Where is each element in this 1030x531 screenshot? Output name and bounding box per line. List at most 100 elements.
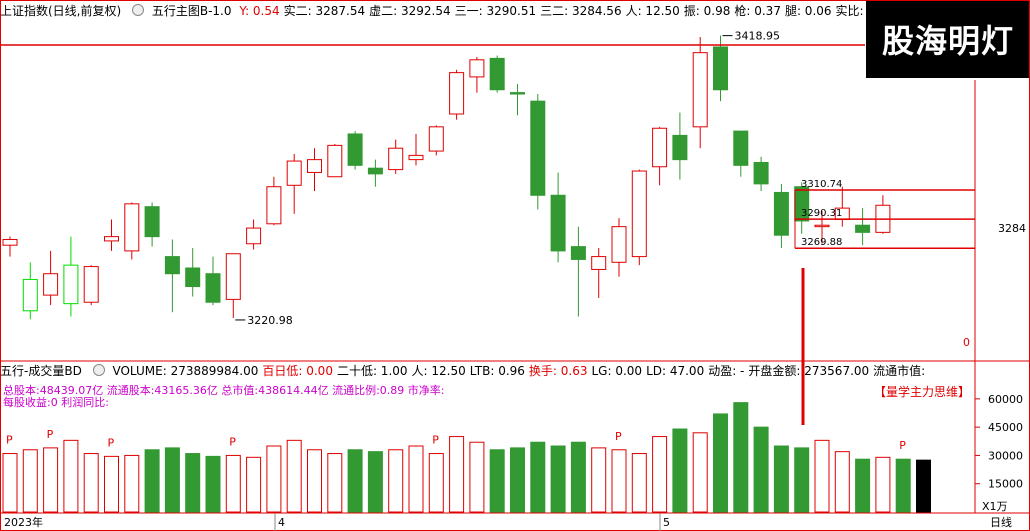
candle — [550, 194, 566, 252]
header-field-8: 腿: 0.06 — [784, 4, 832, 18]
volume-field-5: 换手: 0.63 — [528, 364, 588, 378]
p-marker: P — [615, 430, 622, 443]
volume-settings-icon[interactable] — [92, 364, 105, 376]
candle — [83, 266, 99, 303]
volume-axis-label: 15000 — [988, 478, 1023, 491]
candle — [510, 92, 525, 95]
candle — [266, 186, 282, 225]
p-marker: P — [432, 434, 439, 447]
candle — [428, 126, 444, 152]
candle — [63, 264, 79, 305]
candle — [2, 238, 18, 246]
candle — [43, 273, 59, 296]
volume-field-6: LG: 0.00 — [591, 364, 643, 378]
volume-bar — [713, 413, 728, 513]
stock-info-line: 总股本:48439.07亿 流通股本:43165.36亿 总市值:438614.… — [3, 384, 445, 397]
candle — [591, 256, 607, 270]
volume-field-8: 动盈: - — [708, 364, 745, 378]
candle — [631, 170, 647, 258]
volume-bar — [205, 455, 221, 513]
volume-bar — [652, 436, 668, 513]
volume-bar — [307, 449, 322, 513]
candle — [530, 100, 546, 196]
volume-bar — [530, 441, 546, 513]
volume-axis-label: 30000 — [988, 449, 1023, 462]
volume-bar — [185, 453, 201, 513]
p-marker: P — [6, 434, 13, 447]
volume-bar — [43, 447, 59, 513]
header-field-5: 人: 12.50 — [625, 4, 680, 18]
volume-bar — [875, 456, 891, 513]
p-marker: P — [229, 435, 236, 448]
header-fields: Y: 0.54 实二: 3287.54 虚二: 3292.54 三一: 3290.51… — [239, 4, 865, 18]
header-field-4: 三二: 3284.56 — [540, 4, 622, 18]
volume-unit: X1万 — [982, 500, 1008, 513]
settings-icon[interactable] — [132, 4, 145, 16]
volume-bar — [814, 439, 830, 513]
candle — [327, 144, 343, 178]
volume-bar — [794, 447, 810, 513]
volume-field-4: LTB: 0.96 — [469, 364, 525, 378]
candle — [22, 278, 38, 312]
volume-header-fields: VOLUME: 273889984.00 百日低: 0.00 二十低: 1.00 人:… — [112, 364, 929, 378]
volume-bar — [631, 453, 647, 513]
volume-bar — [2, 453, 18, 513]
p-marker: P — [108, 436, 115, 449]
volume-field-10: 流通市值: — [873, 364, 926, 378]
volume-bar — [63, 439, 79, 513]
candle — [692, 52, 708, 128]
volume-bar — [428, 453, 444, 513]
month-label: 5 — [663, 516, 670, 529]
volume-bar — [144, 449, 160, 513]
volume-bar — [408, 445, 424, 513]
volume-bar — [733, 402, 749, 513]
header-field-3: 三一: 3290.51 — [454, 4, 537, 18]
box-level-label: 3269.88 — [801, 237, 842, 248]
candle — [449, 72, 465, 115]
volume-field-2: 二十低: 1.00 — [336, 364, 408, 378]
candle — [814, 224, 830, 228]
volume-bar — [855, 458, 871, 513]
volume-bar — [469, 441, 485, 513]
volume-bar — [83, 453, 99, 513]
volume-field-0: VOLUME: 273889984.00 — [112, 364, 259, 378]
candle — [733, 130, 749, 166]
high-label: 3418.95 — [735, 30, 781, 43]
volume-bar — [916, 459, 931, 513]
candle — [469, 59, 485, 78]
p-marker: P — [899, 439, 906, 452]
candle — [347, 133, 363, 166]
box-level-label: 3290.31 — [801, 208, 842, 219]
candle — [367, 167, 383, 175]
candle — [225, 253, 241, 300]
volume-bar — [834, 451, 850, 513]
volume-bar — [570, 441, 586, 513]
indicator-name[interactable]: 五行主图B-1.0 — [151, 4, 232, 18]
candle — [773, 191, 789, 236]
low-label: 3220.98 — [247, 314, 292, 327]
volume-panel-header: 五行-成交量BD VOLUME: 273889984.00 百日低: 0.00 二十… — [0, 362, 975, 380]
volume-field-7: LD: 47.00 — [646, 364, 705, 378]
candle — [713, 46, 728, 91]
price-panel-header: 上证指数(日线,前复权) 五行主图B-1.0 Y: 0.54 实二: 3287.5… — [0, 0, 865, 22]
volume-bar — [225, 454, 241, 513]
volume-bar — [449, 436, 465, 513]
thinking-label: 【量学主力思维】 — [874, 385, 971, 399]
volume-axis-label: 60000 — [988, 393, 1023, 406]
volume-bar — [692, 432, 708, 513]
candle — [611, 226, 627, 263]
volume-field-3: 人: 12.50 — [411, 364, 466, 378]
volume-bar — [327, 453, 343, 513]
volume-indicator-name[interactable]: 五行-成交量BD — [0, 364, 82, 378]
price-axis-label: 3284 — [998, 222, 1026, 235]
year-label: 2023年 — [4, 515, 43, 529]
volume-bar — [347, 449, 363, 513]
candle — [570, 246, 586, 260]
brand-logo: 股海明灯 — [866, 0, 1030, 78]
index-title: 上证指数(日线,前复权) — [0, 4, 122, 18]
candle — [489, 57, 505, 91]
volume-bar — [773, 445, 789, 513]
box-level-label: 3310.74 — [801, 179, 842, 190]
volume-bar — [550, 445, 566, 513]
